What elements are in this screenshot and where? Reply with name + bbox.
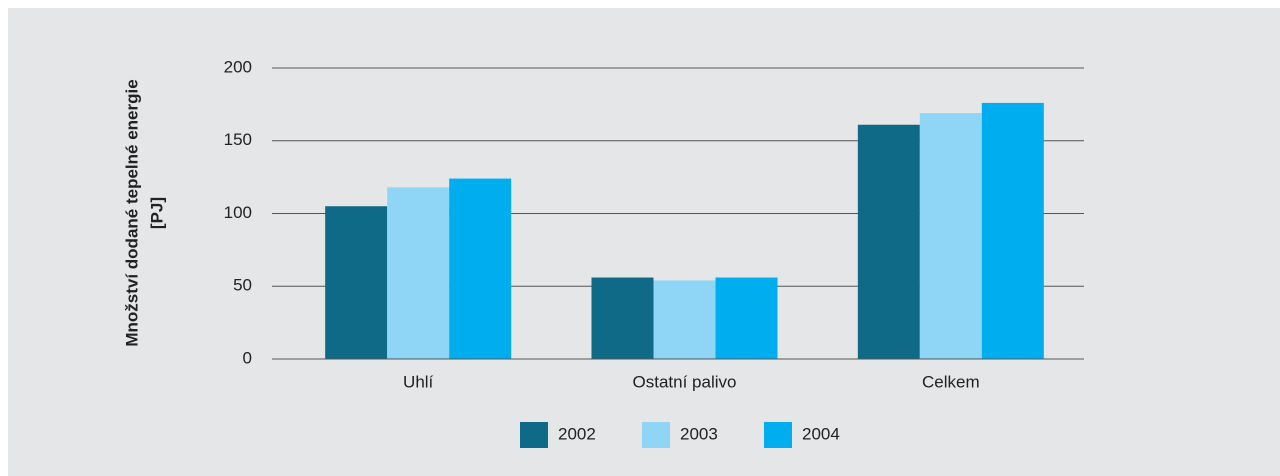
bar — [919, 113, 982, 359]
bar — [715, 277, 778, 359]
y-tick-label: 100 — [224, 203, 252, 222]
bar — [591, 277, 654, 359]
bar — [387, 187, 450, 359]
y-tick-label: 0 — [243, 348, 252, 367]
x-tick-label: Celkem — [922, 372, 980, 391]
legend-swatch — [642, 422, 670, 448]
y-tick-label: 200 — [224, 57, 252, 76]
bar — [325, 206, 388, 359]
x-tick-label: Uhlí — [403, 372, 434, 391]
x-tick-label: Ostatní palivo — [633, 372, 737, 391]
bar — [857, 124, 920, 360]
legend-swatch — [764, 422, 792, 448]
y-tick-label: 150 — [224, 130, 252, 149]
legend-label: 2003 — [680, 424, 718, 443]
bar — [981, 102, 1044, 360]
background — [8, 8, 1280, 476]
legend-label: 2002 — [558, 424, 596, 443]
legend-label: 2004 — [802, 424, 840, 443]
bar — [653, 280, 716, 359]
y-axis-title: Množství dodané tepelné energie — [122, 79, 141, 346]
legend-swatch — [520, 422, 548, 448]
y-tick-label: 50 — [233, 276, 252, 295]
y-axis-title: [PJ] — [147, 197, 166, 229]
bar — [449, 178, 512, 359]
